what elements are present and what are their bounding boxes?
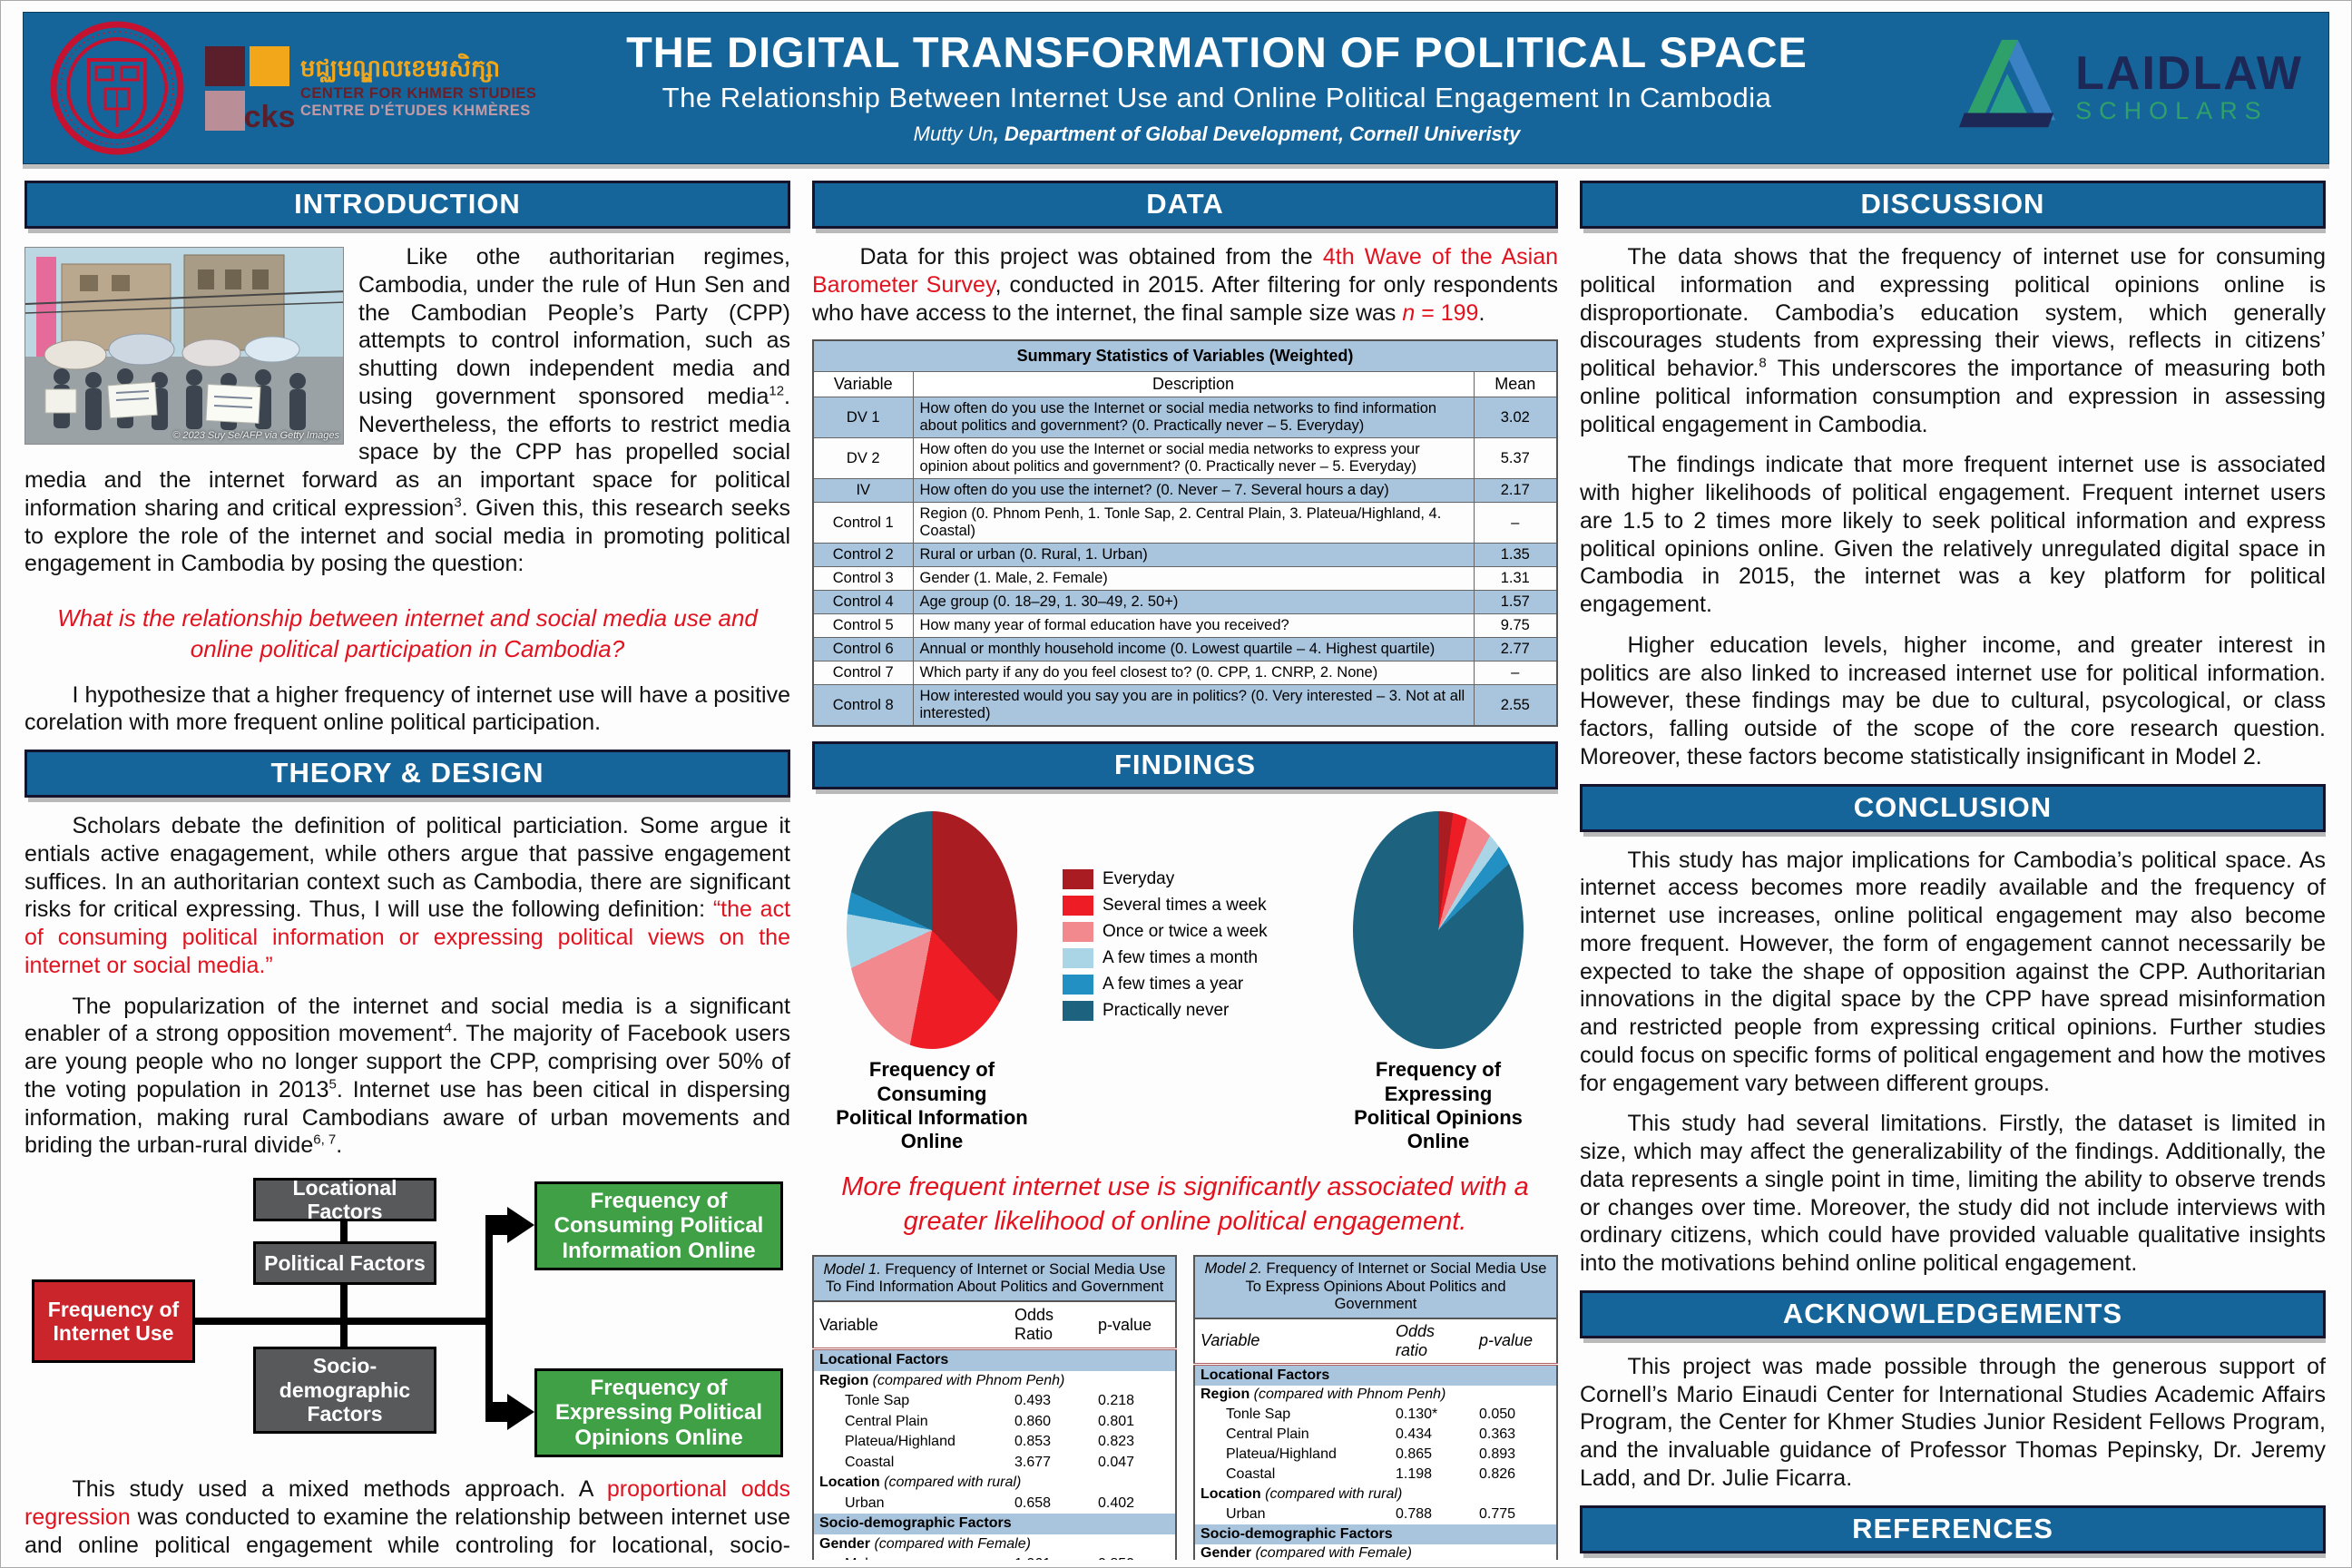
diagram-box-locational-factors: Locational Factors [253, 1176, 436, 1223]
data-paragraph: Data for this project was obtained from … [812, 244, 1558, 326]
diagram-box-expressing-opinions: Frequency of Expressing Political Opinio… [534, 1368, 783, 1458]
cornell-university-seal-icon [50, 21, 184, 155]
section-bar-references: REFERENCES [1580, 1504, 2326, 1553]
poster-header: cks មជ្ឈមណ្ឌលខេមរសិក្សា CENTER FOR KHMER… [23, 12, 2329, 164]
section-bar-discussion: DISCUSSION [1580, 181, 2326, 229]
pie-chart-expressing [1353, 811, 1524, 1050]
pie-expressing-label: Frequency of Expressing Political Opinion… [1354, 1058, 1523, 1153]
section-bar-acknowledgements: ACKNOWLEDGEMENTS [1580, 1289, 2326, 1338]
summary-table-row: DV 2 How often do you use the Internet or… [812, 437, 1558, 480]
section-bar-data: DATA [812, 181, 1558, 229]
header-logos-left: cks មជ្ឈមណ្ឌលខេមរសិក្សា CENTER FOR KHMER… [49, 20, 557, 156]
summary-table-title: Summary Statistics of Variables (Weighte… [812, 339, 1558, 373]
column-right: DISCUSSION The data shows that the frequ… [1580, 181, 2326, 1560]
introduction-paragraph: Like othe authoritarian regimes, Cambodi… [24, 244, 790, 577]
summary-table-row: DV 1 How often do you use the Internet or… [812, 397, 1558, 439]
scholars-word: SCHOLARS [2075, 97, 2269, 125]
summary-table-row: Control 1 Region (0. Phnom Penh, 1. Tonle… [812, 502, 1558, 544]
pie-expressing-block: Frequency of Expressing Political Opinion… [1324, 808, 1553, 1154]
legend-item: A few times a year [1063, 975, 1308, 995]
pie-chart-consuming [847, 811, 1017, 1050]
section-bar-introduction: INTRODUCTION [24, 181, 790, 229]
legend-swatch-icon [1063, 1001, 1093, 1022]
summary-col-variable: Variable [812, 371, 914, 398]
model-2-table: Model 2. Frequency of Internet or Social… [1193, 1255, 1558, 1560]
laidlaw-triangle-icon [1959, 39, 2056, 128]
conclusion-paragraph-1: This study has major implications for Ca… [1580, 847, 2326, 1096]
discussion-paragraph-2: The findings indicate that more frequent… [1580, 452, 2326, 617]
laidlaw-scholars-logo: LAIDLAW SCHOLARS [1877, 34, 2303, 142]
cks-logo-text: មជ្ឈមណ្ឌលខេមរសិក្សា CENTER FOR KHMER STU… [300, 56, 536, 119]
legend-swatch-icon [1063, 948, 1093, 969]
summary-table-header-row: Variable Description Mean [812, 371, 1558, 398]
summary-table-row: Control 8 How interested would you say yo… [812, 684, 1558, 727]
laidlaw-wordmark: LAIDLAW SCHOLARS [2075, 50, 2303, 125]
diagram-box-consuming-info: Frequency of Consuming Political Informa… [534, 1181, 783, 1271]
cks-khmer-name: មជ្ឈមណ្ឌលខេមរសិក្សា [300, 54, 501, 83]
pie-consuming-block: Frequency of Consuming Political Informat… [818, 808, 1046, 1154]
poster-byline: Mutty Un, Department of Global Developme… [557, 122, 1877, 146]
laidlaw-word: LAIDLAW [2075, 47, 2303, 101]
research-question: What is the relationship between interne… [57, 604, 758, 662]
summary-table-row: Control 6 Annual or monthly household inc… [812, 637, 1558, 662]
summary-table-row: IV How often do you use the internet? (0.… [812, 478, 1558, 504]
summary-table-row: Control 2 Rural or urban (0. Rural, 1. Ur… [812, 543, 1558, 568]
diagram-box-internet-use: Frequency of Internet Use [32, 1279, 195, 1364]
cks-french-name: CENTRE D'ÉTUDES KHMÈRES [300, 102, 531, 119]
conclusion-paragraph-2: This study had several limitations. Firs… [1580, 1111, 2326, 1276]
theory-paragraph-1: Scholars debate the definition of politi… [24, 813, 790, 978]
poster-titles: THE DIGITAL TRANSFORMATION OF POLITICAL … [557, 27, 1877, 146]
section-bar-theory-design: THEORY & DESIGN [24, 750, 790, 799]
protest-photo: © 2023 Suy Se/AFP via Getty Images [24, 247, 344, 445]
section-bar-conclusion: CONCLUSION [1580, 783, 2326, 832]
legend-swatch-icon [1063, 869, 1093, 890]
column-left: INTRODUCTION [24, 181, 790, 1560]
causal-diagram: Frequency of Internet Use Locational Fac… [24, 1172, 787, 1466]
acknowledgements-paragraph: This project was made possible through t… [1580, 1353, 2326, 1491]
findings-statement: More frequent internet use is significan… [841, 1171, 1529, 1236]
summary-col-description: Description [912, 371, 1475, 398]
regression-model-tables: Model 1. Frequency of Internet or Social… [812, 1255, 1558, 1560]
cks-logo: cks មជ្ឈមណ្ឌលខេមរសិក្សា CENTER FOR KHMER… [205, 45, 536, 132]
methods-paragraph: This study used a mixed methods approach… [24, 1476, 790, 1558]
poster-title: THE DIGITAL TRANSFORMATION OF POLITICAL … [626, 27, 1808, 76]
summary-statistics-table: Summary Statistics of Variables (Weighte… [812, 339, 1558, 728]
theory-paragraph-2: The popularization of the internet and s… [24, 993, 790, 1159]
legend-item: A few times a month [1063, 948, 1308, 969]
findings-pie-charts: Frequency of Consuming Political Informat… [812, 804, 1558, 1154]
legend-item: Once or twice a week [1063, 922, 1308, 943]
legend-item: Several times a week [1063, 896, 1308, 916]
summary-table-row: Control 3 Gender (1. Male, 2. Female) 1.31 [812, 566, 1558, 592]
summary-table-row: Control 4 Age group (0. 18–29, 1. 30–49, … [812, 590, 1558, 615]
legend-item: Practically never [1063, 1001, 1308, 1022]
legend-swatch-icon [1063, 975, 1093, 995]
hypothesis-paragraph: I hypothesize that a higher frequency of… [24, 681, 790, 736]
poster-columns: INTRODUCTION [24, 181, 2328, 1560]
poster-subtitle: The Relationship Between Internet Use an… [662, 82, 1772, 114]
model-1-table: Model 1. Frequency of Internet or Social… [812, 1255, 1177, 1560]
diagram-box-political-factors: Political Factors [253, 1241, 436, 1286]
pie-legend: Everyday Several times a week Once or twic… [1063, 869, 1308, 1027]
legend-swatch-icon [1063, 922, 1093, 943]
photo-credit: © 2023 Suy Se/AFP via Getty Images [172, 430, 339, 441]
pie-consuming-label: Frequency of Consuming Political Informat… [836, 1058, 1028, 1153]
legend-item: Everyday [1063, 869, 1308, 890]
author-name: Mutty Un [913, 122, 994, 146]
diagram-box-sociodemographic-factors: Socio-demographic Factors [253, 1347, 436, 1435]
summary-table-row: Control 7 Which party if any do you feel … [812, 661, 1558, 686]
author-affiliation: , Department of Global Development, Corn… [993, 122, 1521, 146]
legend-swatch-icon [1063, 896, 1093, 916]
summary-col-mean: Mean [1473, 371, 1558, 398]
introduction-body: © 2023 Suy Se/AFP via Getty Images Like … [24, 243, 790, 737]
discussion-paragraph-1: The data shows that the frequency of int… [1580, 244, 2326, 437]
protest-photo-illustration [25, 248, 343, 444]
discussion-paragraph-3: Higher education levels, higher income, … [1580, 632, 2326, 769]
summary-table-row: Control 5 How many year of formal educati… [812, 613, 1558, 639]
column-middle: DATA Data for this project was obtained … [812, 181, 1558, 1560]
section-bar-findings: FINDINGS [812, 741, 1558, 790]
cks-logo-squares-icon: cks [205, 45, 295, 132]
cks-english-name: CENTER FOR KHMER STUDIES [300, 84, 537, 102]
